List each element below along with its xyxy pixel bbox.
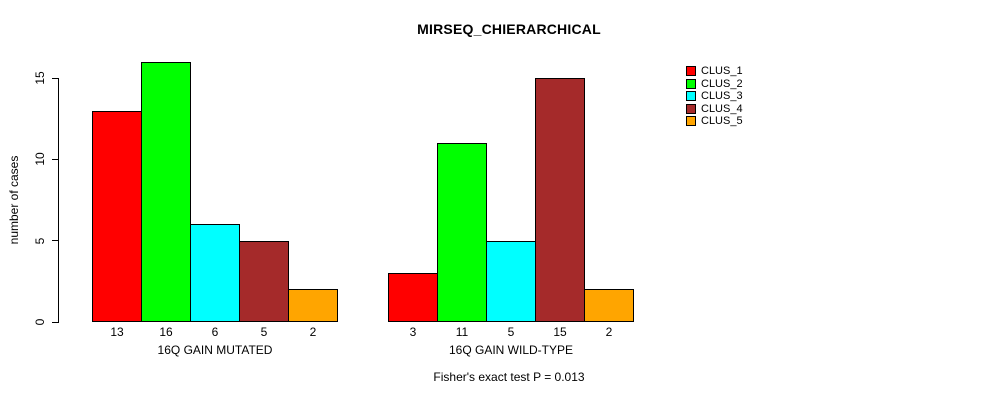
y-axis-tick — [52, 240, 59, 242]
bar-value-label: 2 — [605, 325, 613, 339]
fisher-test-annotation: Fisher's exact test P = 0.013 — [433, 370, 585, 384]
bar-value-label: 6 — [211, 325, 219, 339]
bar-clus_4-group1 — [239, 241, 289, 322]
legend-swatch-clus_1 — [686, 66, 696, 76]
bar-value-label: 15 — [553, 325, 567, 339]
group-label: 16Q GAIN WILD-TYPE — [448, 343, 574, 357]
y-axis-tick — [52, 77, 59, 79]
bar-clus_3-group2 — [486, 241, 536, 322]
y-tick-label: 5 — [33, 237, 47, 244]
bar-clus_4-group2 — [535, 78, 585, 322]
chart-title: MIRSEQ_CHIERARCHICAL — [417, 21, 601, 37]
bar-clus_2-group2 — [437, 143, 487, 322]
bar-clus_2-group1 — [141, 62, 191, 322]
legend-label: CLUS_4 — [701, 102, 743, 115]
bar-clus_1-group2 — [388, 273, 438, 322]
legend-label: CLUS_3 — [701, 90, 743, 102]
y-tick-label: 15 — [33, 71, 47, 85]
bar-clus_5-group2 — [584, 289, 634, 322]
y-axis-label: number of cases — [7, 155, 21, 245]
y-axis-line — [58, 78, 59, 323]
y-tick-label: 0 — [33, 318, 47, 326]
bar-value-label: 5 — [507, 325, 515, 339]
bar-value-label: 2 — [309, 325, 317, 339]
y-axis-tick — [52, 158, 59, 160]
y-axis-tick — [52, 321, 59, 323]
legend-swatch-clus_4 — [686, 103, 696, 114]
group-label: 16Q GAIN MUTATED — [157, 343, 273, 357]
legend-label: CLUS_5 — [701, 115, 743, 127]
y-tick-label: 10 — [33, 152, 47, 167]
bar-value-label: 3 — [409, 325, 417, 339]
bar-value-label: 16 — [159, 325, 173, 339]
bar-value-label: 13 — [110, 325, 124, 339]
legend-swatch-clus_3 — [686, 91, 696, 101]
legend-label: CLUS_2 — [701, 77, 743, 90]
bar-clus_3-group1 — [190, 224, 240, 322]
bar-clus_1-group1 — [92, 111, 142, 322]
bar-value-label: 5 — [260, 325, 268, 339]
legend-swatch-clus_5 — [686, 116, 696, 126]
bar-clus_5-group1 — [288, 289, 338, 322]
legend-label: CLUS_1 — [701, 65, 743, 77]
bar-value-label: 11 — [455, 325, 469, 339]
legend-swatch-clus_2 — [686, 78, 696, 89]
